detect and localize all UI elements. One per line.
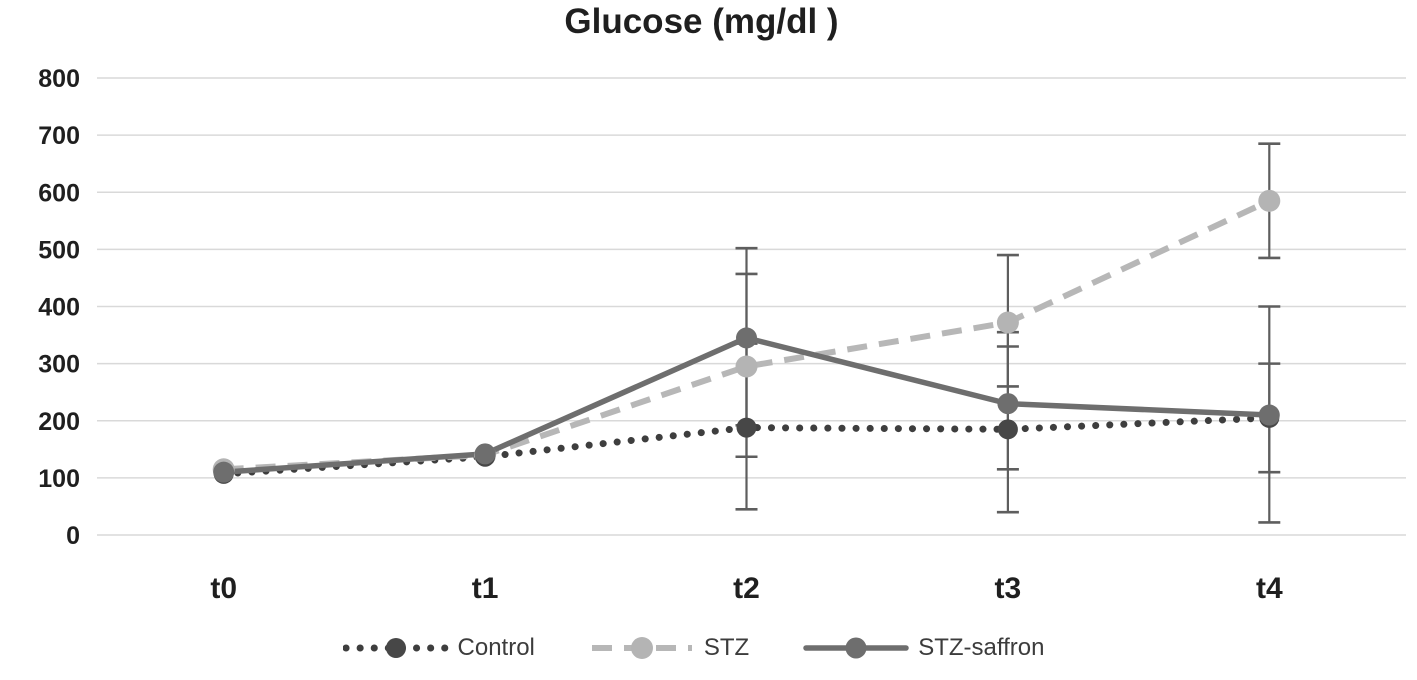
y-tick-label-800: 800 [38,65,80,93]
legend-marker-icon [630,637,653,659]
marker-STZ-saffron-t0 [213,461,235,483]
legend-label-STZ: STZ [703,634,750,661]
y-tick-label-500: 500 [38,236,80,264]
y-tick-label-700: 700 [38,122,80,150]
legend-item-STZ: STZ [589,633,749,663]
x-tick-label-t1: t1 [472,572,499,605]
series-markers [212,189,1281,484]
legend-label-Control: Control [457,634,535,661]
legend-item-Control: Control [342,633,535,663]
y-tick-label-200: 200 [38,408,80,436]
y-tick-label-100: 100 [38,465,80,493]
y-tick-label-600: 600 [38,179,80,207]
x-tick-label-t3: t3 [995,572,1022,605]
marker-STZ-saffron-t1 [474,443,496,465]
marker-Control-t3 [997,419,1018,440]
marker-STZ-t4 [1258,189,1281,212]
marker-STZ-saffron-t4 [1258,404,1280,426]
glucose-line-chart: 0 100 200 300 400 500 600 700 800 t0 t1 t2 t3 t4 [38,65,1406,605]
marker-STZ-t2 [735,355,758,378]
y-tick-label-400: 400 [38,294,80,322]
x-tick-label-t2: t2 [733,572,760,605]
chart-title: Glucose (mg/dl ) [564,2,839,41]
chart-legend: Control STZ STZ-saffron [0,624,1387,672]
marker-Control-t2 [736,417,757,438]
legend-line-sample-icon [591,637,692,659]
markers-STZ-saffron [213,327,1280,483]
legend-line-sample-icon [803,637,909,659]
legend-line-sample-icon [342,638,449,658]
legend-marker-icon [385,638,406,658]
y-axis-tick-labels: 0 100 200 300 400 500 600 700 800 [38,65,80,550]
legend-item-STZ-saffron: STZ-saffron [803,633,1044,663]
x-axis-tick-labels: t0 t1 t2 t3 t4 [210,572,1283,605]
x-tick-label-t4: t4 [1256,572,1283,605]
marker-STZ-t3 [996,311,1019,334]
legend-label-STZ-saffron: STZ-saffron [918,634,1045,661]
legend-marker-icon [845,637,867,659]
y-tick-label-300: 300 [38,351,80,379]
marker-STZ-saffron-t3 [997,393,1019,415]
marker-STZ-saffron-t2 [736,327,757,349]
y-tick-label-0: 0 [66,522,80,550]
x-tick-label-t0: t0 [210,572,237,605]
